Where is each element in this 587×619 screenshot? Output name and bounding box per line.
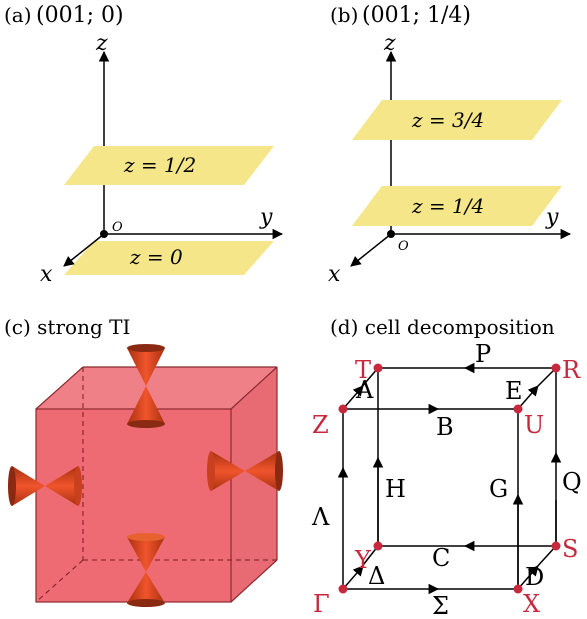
origin-label: O: [112, 220, 123, 235]
axis-x-label: x: [328, 262, 341, 287]
point-U: [513, 404, 523, 414]
plane-bottom-label: z = 1/4: [411, 194, 484, 218]
cube-side-face: [231, 367, 277, 602]
panel-d-label: (d) cell decomposition: [330, 315, 555, 339]
plane-z-half: [64, 146, 274, 185]
label-Lambda: Λ: [311, 503, 330, 531]
label-Z: Z: [312, 411, 329, 439]
plane-top-label: z = 1/2: [123, 153, 196, 177]
x-axis: [350, 233, 392, 267]
cube-front-face: [36, 409, 231, 602]
label-T: T: [355, 356, 371, 384]
label-H: H: [385, 475, 406, 503]
plane-top-label: z = 3/4: [411, 108, 484, 132]
point-Z: [338, 404, 348, 414]
axis-z-label: z: [383, 31, 396, 56]
point-labels: T R Z U Y S Γ X: [312, 356, 581, 618]
origin-dot: [387, 230, 395, 238]
panel-d: (d) cell decomposition: [311, 315, 582, 619]
axis-x-label: x: [40, 262, 53, 287]
panel-a-title: (001; 0): [36, 3, 124, 28]
cube-top-face: [36, 367, 277, 409]
panel-c: (c) strong TI: [4, 315, 283, 607]
point-Y: [373, 541, 383, 551]
plane-bottom-label: z = 0: [129, 245, 183, 269]
label-S: S: [562, 535, 578, 563]
point-X: [513, 584, 523, 594]
panel-b-label: (b): [330, 3, 358, 27]
cube-hidden-edges: [35, 367, 277, 603]
point-T: [373, 363, 383, 373]
axis-y-label: y: [259, 205, 273, 230]
axis-y-label: y: [545, 205, 559, 230]
dirac-cone-left: [8, 466, 82, 506]
dirac-cone-top: [127, 344, 165, 428]
point-S: [551, 541, 561, 551]
path-A: [342, 385, 364, 410]
origin-dot: [100, 230, 108, 238]
label-Delta: Δ: [368, 562, 385, 590]
label-D: D: [525, 563, 544, 591]
label-X: X: [523, 590, 540, 618]
label-P: P: [475, 340, 491, 368]
path-labels: A P E B Q H G Λ C Δ D Σ: [311, 340, 582, 619]
label-Gamma: Γ: [313, 590, 330, 618]
dirac-cone-right: [207, 451, 283, 491]
label-E: E: [505, 377, 523, 405]
plane-z-quarter: [352, 186, 562, 226]
label-Y: Y: [354, 546, 372, 574]
label-Q: Q: [562, 468, 582, 496]
label-R: R: [562, 356, 581, 384]
label-U: U: [524, 411, 544, 439]
symmetry-points: [338, 363, 561, 594]
label-Sigma: Σ: [432, 592, 449, 619]
cell-paths: [337, 362, 562, 595]
panel-a-label: (a): [4, 3, 32, 27]
path-Delta: [342, 565, 364, 590]
panel-b-title: (001; 1/4): [362, 3, 471, 28]
panel-b: (b) (001; 1/4) z y x O z = 3/4 z = 1/4: [328, 3, 572, 287]
origin-label: O: [398, 239, 409, 254]
path-D: [517, 565, 539, 590]
point-Gamma: [338, 584, 348, 594]
plane-z-three-quarter: [352, 100, 562, 140]
panel-c-label: (c) strong TI: [4, 315, 130, 339]
label-G: G: [489, 475, 508, 503]
x-axis: [63, 233, 105, 267]
label-C: C: [432, 544, 450, 572]
point-R: [551, 363, 561, 373]
label-A: A: [355, 376, 374, 404]
path-E: [517, 385, 539, 410]
dirac-cone-bottom: [127, 533, 165, 607]
plane-z0: [64, 241, 274, 275]
panel-a: (a) (001; 0) z y x O z = 1/2 z = 0: [4, 3, 284, 287]
label-B: B: [436, 413, 454, 441]
axis-z-label: z: [95, 31, 108, 56]
